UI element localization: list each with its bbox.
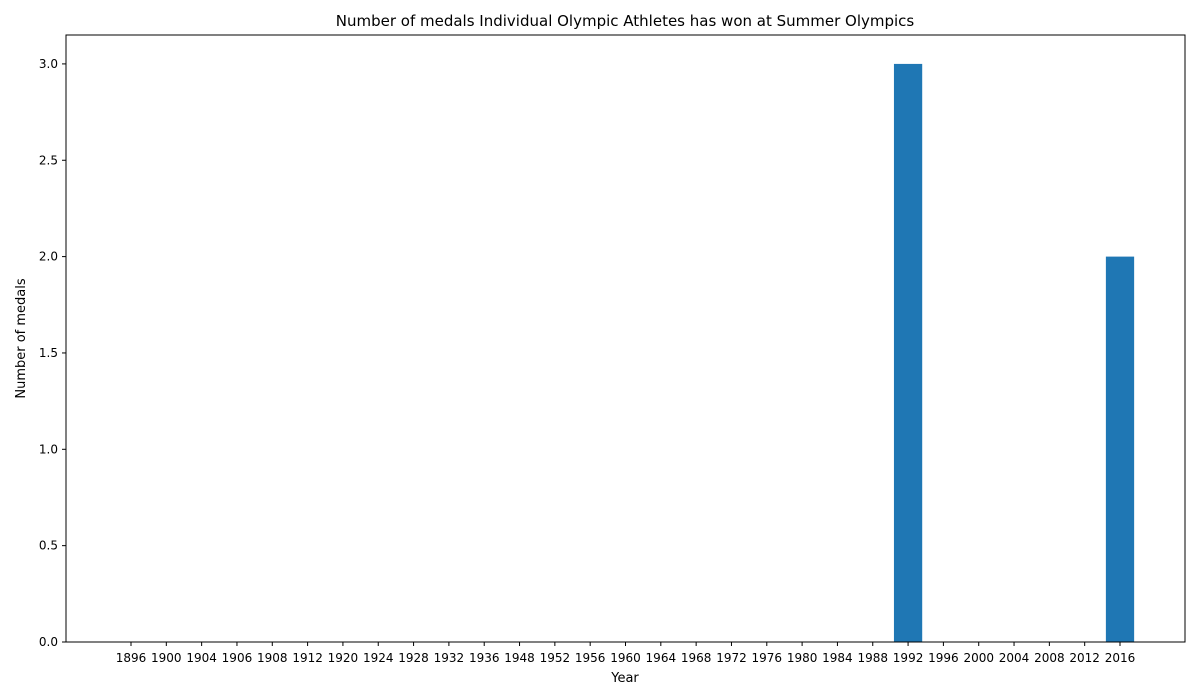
x-tick-label: 2008 <box>1034 651 1065 665</box>
x-axis-label: Year <box>610 671 639 686</box>
x-tick-label: 1948 <box>504 651 535 665</box>
x-tick-label: 1992 <box>893 651 924 665</box>
x-tick-label: 1952 <box>540 651 571 665</box>
x-tick-label: 1908 <box>257 651 288 665</box>
y-tick-label: 2.5 <box>39 153 58 167</box>
bar-2016 <box>1105 256 1135 642</box>
x-tick-label: 1928 <box>398 651 429 665</box>
x-tick-label: 1972 <box>716 651 747 665</box>
x-tick-label: 1896 <box>116 651 147 665</box>
x-tick-label: 2004 <box>999 651 1030 665</box>
x-tick-label: 1988 <box>857 651 888 665</box>
x-tick-label: 1912 <box>292 651 323 665</box>
y-tick-label: 1.5 <box>39 346 58 360</box>
y-axis-ticks: 0.0 0.5 1.0 1.5 2.0 2.5 3.0 <box>39 57 66 649</box>
y-tick-label: 2.0 <box>39 250 58 264</box>
x-tick-label: 1976 <box>752 651 783 665</box>
x-tick-label: 2012 <box>1069 651 1100 665</box>
x-tick-label: 1980 <box>787 651 818 665</box>
x-axis-ticks: 1896 1900 1904 1906 1908 1912 1920 1924 1928 1932… <box>116 642 1136 665</box>
bar-1992 <box>893 63 923 642</box>
bars-group <box>893 63 1135 642</box>
x-tick-label: 1996 <box>928 651 959 665</box>
x-tick-label: 1924 <box>363 651 394 665</box>
x-tick-label: 1932 <box>434 651 465 665</box>
chart-title: Number of medals Individual Olympic Athl… <box>336 12 915 30</box>
y-tick-label: 0.0 <box>39 635 58 649</box>
y-tick-label: 1.0 <box>39 442 58 456</box>
x-tick-label: 2016 <box>1105 651 1136 665</box>
x-tick-label: 1906 <box>222 651 253 665</box>
x-tick-label: 1900 <box>151 651 182 665</box>
x-tick-label: 1984 <box>822 651 853 665</box>
x-tick-label: 1968 <box>681 651 712 665</box>
x-tick-label: 1956 <box>575 651 606 665</box>
x-tick-label: 1904 <box>186 651 217 665</box>
x-tick-label: 1964 <box>646 651 677 665</box>
x-tick-label: 1960 <box>610 651 641 665</box>
y-axis-label: Number of medals <box>14 278 29 399</box>
x-tick-label: 1936 <box>469 651 500 665</box>
x-tick-label: 2000 <box>963 651 994 665</box>
y-tick-label: 3.0 <box>39 57 58 71</box>
plot-area-frame <box>65 34 1186 643</box>
y-tick-label: 0.5 <box>39 539 58 553</box>
x-tick-label: 1920 <box>328 651 359 665</box>
